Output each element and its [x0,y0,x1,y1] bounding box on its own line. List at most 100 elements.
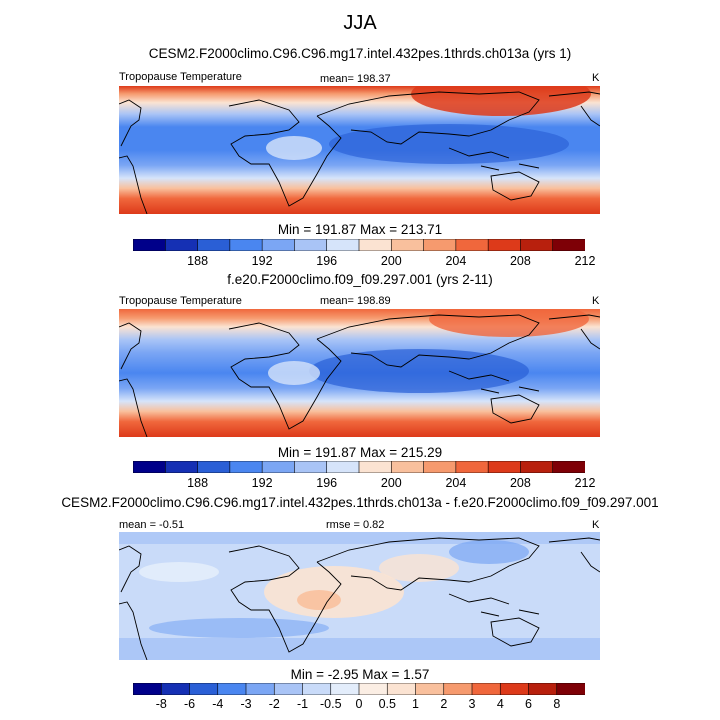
colorbar-tick-label: 204 [445,254,467,268]
colorbar-tick-label: 188 [187,254,209,268]
panel2-warm-northpacific [429,309,589,337]
colorbar-tick-label: 192 [251,254,273,268]
panel3-land-australia [490,617,540,647]
panel3-minmax: Min = -2.95 Max = 1.57 [290,667,430,682]
colorbar-swatch [217,683,247,695]
colorbar-swatch [390,461,425,473]
panel3-cold-southatlantic [149,618,329,638]
panel2-left-label: Tropopause Temperature [119,295,242,307]
colorbar-swatch [390,239,425,251]
colorbar-swatch [326,461,360,473]
colorbar-swatch [133,683,163,695]
colorbar-swatch [189,683,219,695]
panel1-left-label: Tropopause Temperature [119,71,242,83]
panel3-cold-northpacific [449,540,529,564]
panel3-rmse-label: rmse = 0.82 [326,519,385,531]
colorbar-tick-label: -3 [240,697,252,711]
colorbar-swatch [487,239,522,251]
colorbar-tick-label: -4 [212,697,224,711]
panel1-colorbar [133,239,585,251]
panel3-land-asia [316,537,540,591]
colorbar-swatch [423,461,457,473]
colorbar-swatch [487,461,522,473]
colorbar-tick-label: 212 [574,254,596,268]
panel3-colorbar [133,683,585,695]
colorbar-swatch [330,683,360,695]
colorbar-swatch [520,461,554,473]
panel2-land-europe-africa [228,322,342,430]
colorbar-swatch [261,461,296,473]
panel1-cold-warmpool [329,124,569,164]
colorbar-swatch [245,683,276,695]
colorbar-swatch [455,239,489,251]
panel2-land-northamerica [548,314,600,350]
colorbar-swatch [520,239,554,251]
colorbar-swatch [556,683,585,695]
colorbar-tick-label: 0.5 [378,697,396,711]
colorbar-tick-label: -6 [183,697,196,711]
panel2-units-label: K [592,295,600,307]
colorbar-tick-label: 200 [380,254,402,268]
colorbar-tick-label: 204 [445,476,467,490]
colorbar-tick-label: 188 [187,476,209,490]
panel3-land-northamerica [548,537,600,573]
colorbar-swatch [386,683,417,695]
colorbar-swatch [164,239,199,251]
panel2-land-americas [119,322,148,437]
panel1-warm-africa [266,136,322,160]
panel2-land-asia [316,314,540,368]
panel3-warm-asia [379,554,459,582]
colorbar-swatch [302,683,332,695]
panel2-map-svg [119,309,600,437]
colorbar-swatch [273,683,304,695]
colorbar-swatch [528,683,558,695]
colorbar-tick-label: 0 [355,697,363,711]
panel1-minmax: Min = 191.87 Max = 213.71 [277,222,443,237]
colorbar-tick-label: 6 [525,697,532,711]
panel1-colorbar-svg [133,239,585,251]
colorbar-swatch [294,461,328,473]
colorbar-swatch [415,683,445,695]
colorbar-tick-label: -0.5 [320,697,342,711]
panel3-mean-label: mean = -0.51 [119,519,185,531]
panel3-light-atlantic [139,562,219,582]
panel2-land-australia [490,394,540,424]
colorbar-swatch [164,461,199,473]
colorbar-swatch [197,239,231,251]
panel1-land-asia [316,91,540,145]
panel3-warm-core [297,590,341,610]
panel2-map [119,309,600,437]
colorbar-tick-label: -8 [155,697,167,711]
panel1-map [119,86,600,214]
colorbar-swatch [229,239,263,251]
panel2-title: f.e20.F2000climo.f09_f09.297.001 (yrs 2-… [227,272,493,287]
colorbar-swatch [326,239,360,251]
panel3-south-band [119,638,600,660]
panel2-colorbar-svg [133,461,585,473]
colorbar-swatch [471,683,502,695]
panel1-map-svg [119,86,600,214]
panel1-land-americas [119,99,148,214]
panel1-land-maritime [448,147,540,171]
panel2-colorbar [133,461,585,473]
colorbar-tick-label: 208 [509,476,531,490]
panel3-colorbar-ticks: -8 -6 -4 -3 -2 -1 -0.5 0 0.5 1 2 3 4 6 8 [133,697,585,713]
colorbar-swatch [552,461,585,473]
colorbar-swatch [423,239,457,251]
panel2-warm-africa [268,361,320,385]
colorbar-tick-label: 196 [316,476,338,490]
panel3-map-svg [119,532,600,660]
colorbar-swatch [358,461,393,473]
colorbar-swatch [160,683,191,695]
panel3-units-label: K [592,519,600,531]
panel3-colorbar-svg [133,683,585,695]
season-title: JJA [343,12,377,34]
panel2-land-maritime [448,370,540,394]
panel3-land-europe-africa [228,545,342,653]
panel3-north-band [119,532,600,544]
panel2-minmax: Min = 191.87 Max = 215.29 [277,445,443,460]
panel2-cold-warmpool [309,349,529,393]
colorbar-tick-label: 3 [468,697,476,711]
panel2-mean-label: mean= 198.89 [320,295,391,307]
panel1-mean-label: mean= 198.37 [320,73,391,85]
